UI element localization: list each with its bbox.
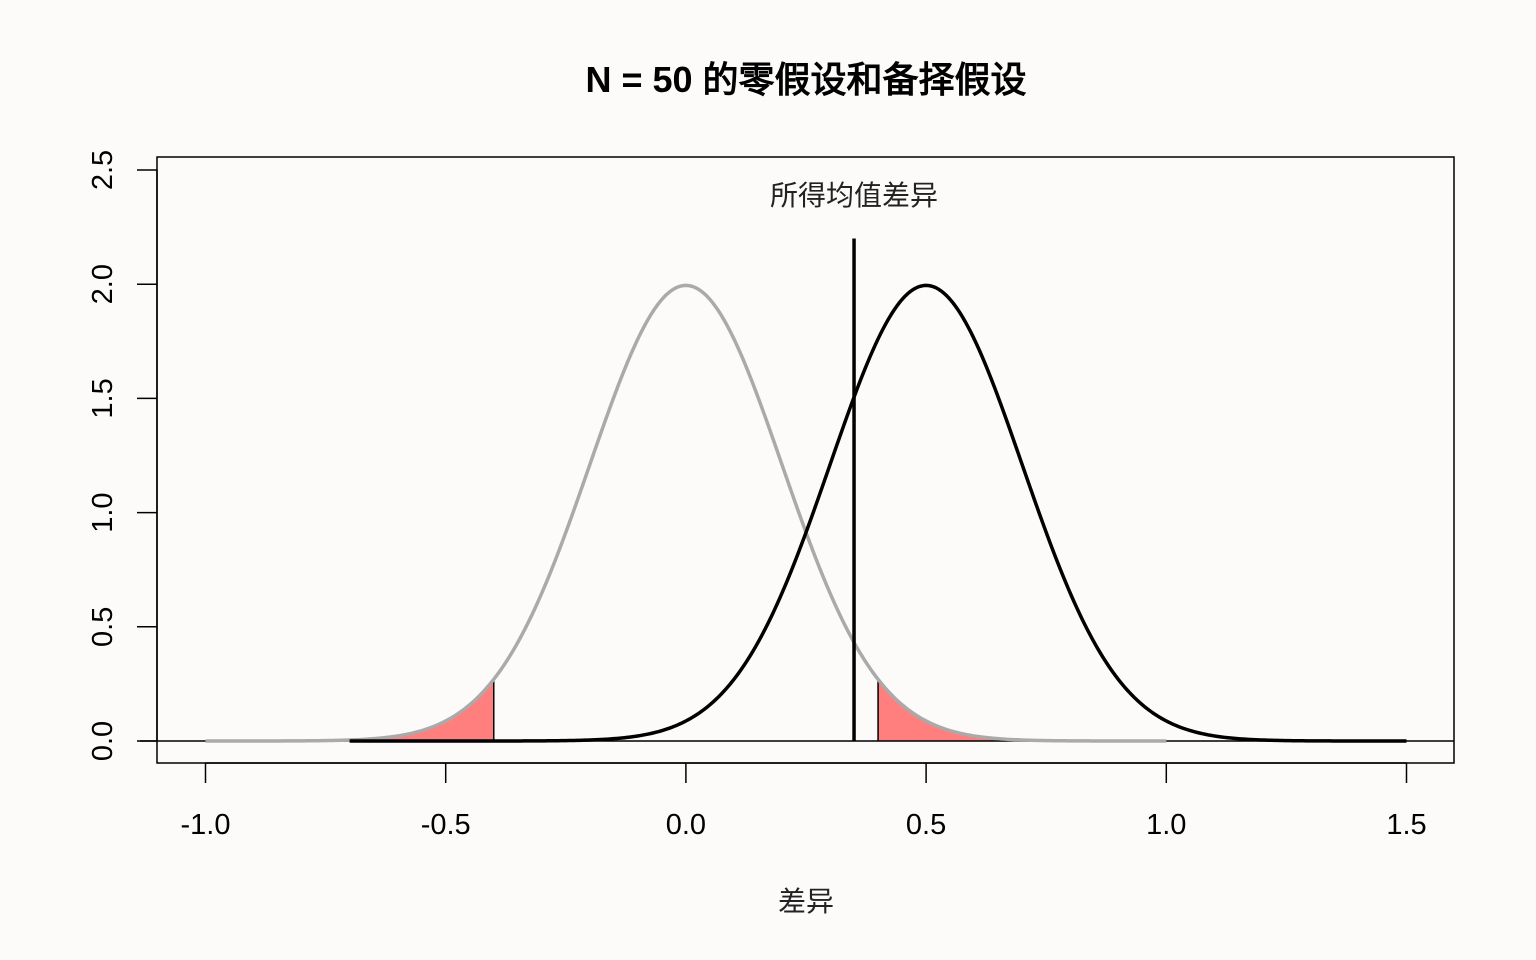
- observed-difference-label: 所得均值差异: [770, 179, 938, 212]
- x-axis: -1.0 -0.5 0.0 0.5 1.0 1.5: [181, 762, 1427, 841]
- plot-frame: [156, 156, 1455, 764]
- x-axis-label: 差异: [778, 885, 834, 918]
- x-tick-label: -1.0: [181, 809, 231, 841]
- y-tick-label: 2.5: [87, 150, 119, 190]
- y-tick-label: 0.5: [87, 607, 119, 647]
- x-tick-label: 1.5: [1386, 809, 1426, 841]
- alternative-distribution-curve: [349, 283, 1407, 743]
- null-distribution-curve: [205, 283, 1167, 743]
- y-tick-label: 1.0: [87, 492, 119, 532]
- x-tick-label: 0.0: [666, 809, 706, 841]
- x-tick-label: -0.5: [421, 809, 471, 841]
- y-tick-label: 0.0: [87, 721, 119, 761]
- plot-marks: [140, 238, 1454, 743]
- y-axis: 0.0 0.5 1.0 1.5 2.0 2.5: [87, 150, 158, 761]
- x-tick-label: 0.5: [906, 809, 946, 841]
- rejection-region-1: [205, 679, 494, 741]
- x-tick-label: 1.0: [1146, 809, 1186, 841]
- chart-title: N = 50 的零假设和备择假设: [585, 59, 1026, 100]
- rejection-region-2: [878, 679, 1167, 741]
- y-tick-label: 2.0: [87, 264, 119, 304]
- y-tick-label: 1.5: [87, 378, 119, 418]
